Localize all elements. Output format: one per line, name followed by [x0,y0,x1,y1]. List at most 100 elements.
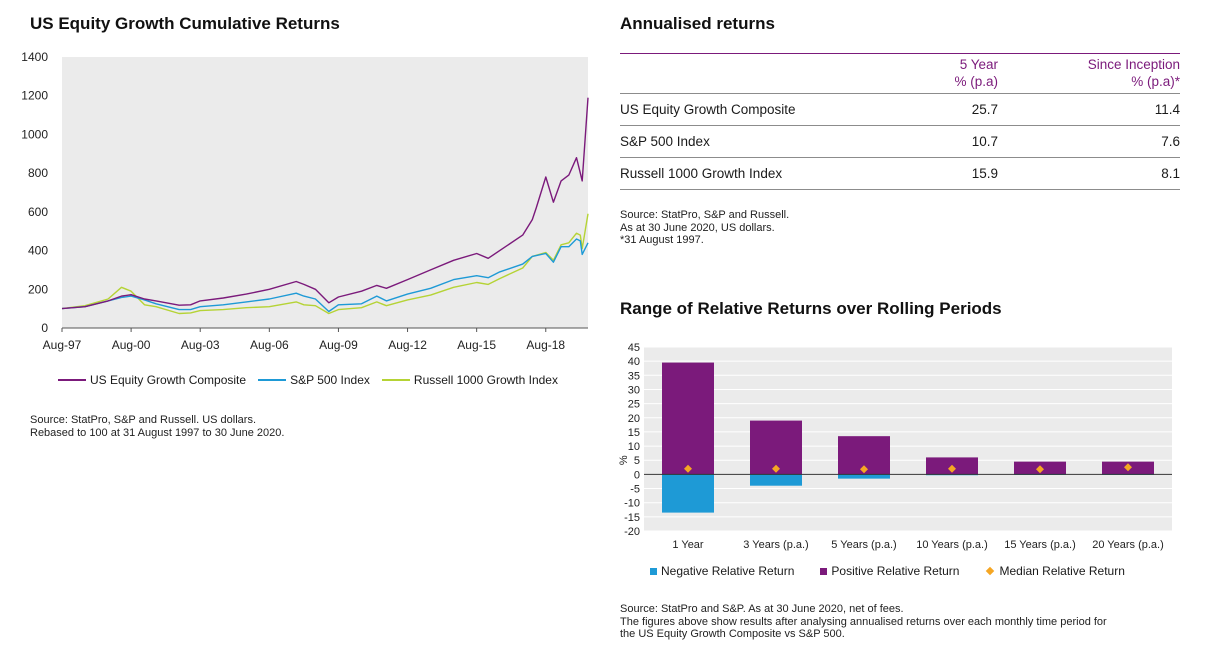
row-name: US Equity Growth Composite [620,93,840,126]
x-tick-label: 15 Years (p.a.) [1004,539,1076,551]
y-tick-label: -10 [624,498,640,510]
table-header-inception: Since Inception % (p.a)* [998,54,1180,94]
source-line: Source: StatPro, S&P and Russell. US dol… [30,414,257,426]
y-tick-label: 200 [28,282,48,296]
cumulative-returns-title: US Equity Growth Cumulative Returns [30,14,340,33]
table-row: US Equity Growth Composite 25.7 11.4 [620,93,1180,126]
x-tick-label: Aug-97 [43,338,82,352]
bar-chart-legend: Negative Relative Return Positive Relati… [650,564,1137,578]
median-marker [948,464,956,473]
legend-item-sp500: S&P 500 Index [258,373,370,387]
negative-bar [750,474,802,486]
median-marker [1124,463,1132,472]
y-tick-label: 40 [628,356,640,368]
y-tick-label: 0 [634,469,640,481]
x-tick-label: Aug-09 [319,338,358,352]
legend-label: US Equity Growth Composite [90,373,247,387]
legend-label: Negative Relative Return [661,564,795,578]
legend-item-negative: Negative Relative Return [650,564,794,578]
source-line: Source: StatPro, S&P and Russell. [620,209,790,221]
table-header-5yr: 5 Year % (p.a) [840,54,998,94]
annualised-returns-table: 5 Year % (p.a) Since Inception % (p.a)* US… [620,53,1180,190]
series-line [61,238,589,313]
left-source-note: Source: StatPro, S&P and Russell. US dol… [30,414,284,439]
row-name: Russell 1000 Growth Index [620,157,840,190]
source-line: Rebased to 100 at 31 August 1997 to 30 J… [30,426,285,439]
legend-item-positive: Positive Relative Return [820,564,959,578]
cumulative-returns-chart: 0 200 400 600 800 1000 1200 1400 Aug-97 Aug-00 Aug… [21,50,589,352]
row-5yr: 10.7 [840,125,998,158]
median-marker [684,464,692,473]
legend-swatch [381,379,410,381]
table-source-note: Source: StatPro, S&P and Russell. As at … [620,209,789,247]
legend-label: Positive Relative Return [831,564,960,578]
relative-returns-chart: -20 -15 -10 -5 0 5 10 15 20 25 30 35 40 45% 1 Year 3 Ye… [618,342,1172,551]
row-name: S&P 500 Index [620,125,840,158]
legend-item-composite: US Equity Growth Composite [58,373,246,387]
y-tick-label: 5 [634,455,640,467]
x-tick-label: 20 Years (p.a.) [1092,539,1164,551]
legend-swatch [58,379,86,381]
x-tick-label: Aug-18 [526,338,565,352]
series-line [61,97,589,310]
y-tick-label: 600 [28,205,48,219]
legend-swatch [258,379,287,381]
header-line: 5 Year [959,57,998,72]
row-inception: 8.1 [998,157,1180,190]
positive-bar [662,362,714,475]
line-chart-legend: US Equity Growth Composite S&P 500 Index… [58,373,570,387]
row-5yr: 25.7 [840,93,998,126]
plot-area [62,57,588,328]
y-tick-label: 30 [628,384,640,396]
row-5yr: 15.9 [840,157,998,190]
x-tick-label: 1 Year [672,539,704,551]
legend-label: Median Relative Return [999,564,1125,578]
y-axis-label: % [618,455,630,465]
y-tick-label: 1400 [21,50,48,64]
x-tick-label: Aug-12 [388,338,427,352]
source-line: As at 30 June 2020, US dollars. [620,221,775,234]
x-tick-label: Aug-00 [112,338,151,352]
source-line: the US Equity Growth Composite vs S&P 50… [620,628,845,640]
legend-swatch [650,567,657,575]
y-tick-label: -20 [624,526,640,538]
source-line: The figures above show results after ana… [620,615,1107,628]
y-tick-label: 400 [28,244,48,258]
median-marker [772,464,780,473]
y-tick-label: 1200 [21,89,48,103]
y-tick-label: 800 [28,166,48,180]
source-line: *31 August 1997. [620,234,704,246]
y-tick-label: 15 [628,427,640,439]
table-header-row: 5 Year % (p.a) Since Inception % (p.a)* [620,53,1180,94]
median-marker [1036,465,1044,474]
right-source-note: Source: StatPro and S&P. As at 30 June 2… [620,603,1107,641]
y-tick-label: 35 [628,370,640,382]
legend-swatch [820,567,828,575]
table-row: S&P 500 Index 10.7 7.6 [620,125,1180,158]
row-inception: 7.6 [998,125,1180,158]
y-tick-label: 20 [628,413,640,425]
y-tick-label: -15 [624,512,640,524]
x-tick-label: Aug-06 [250,338,289,352]
legend-label: S&P 500 Index [290,373,370,387]
y-tick-label: 1000 [21,127,48,141]
table-header-blank [620,54,840,94]
legend-item-russell: Russell 1000 Growth Index [381,373,558,387]
x-tick-label: 3 Years (p.a.) [743,539,808,551]
relative-returns-title: Range of Relative Returns over Rolling P… [620,299,1002,318]
legend-label: Russell 1000 Growth Index [413,373,558,387]
median-marker [860,465,868,474]
y-tick-label: -5 [630,484,640,496]
table-row: Russell 1000 Growth Index 15.9 8.1 [620,157,1180,190]
header-line: % (p.a) [954,74,998,89]
header-line: % (p.a)* [1131,74,1180,89]
negative-bar [662,474,714,513]
y-tick-label: 25 [628,399,640,411]
y-tick-label: 10 [628,441,640,453]
annualised-returns-title: Annualised returns [620,14,775,33]
series-line [61,213,589,315]
negative-bar [838,474,890,479]
plot-area [644,347,1172,531]
legend-swatch [986,566,995,576]
legend-item-median: Median Relative Return [985,564,1125,578]
